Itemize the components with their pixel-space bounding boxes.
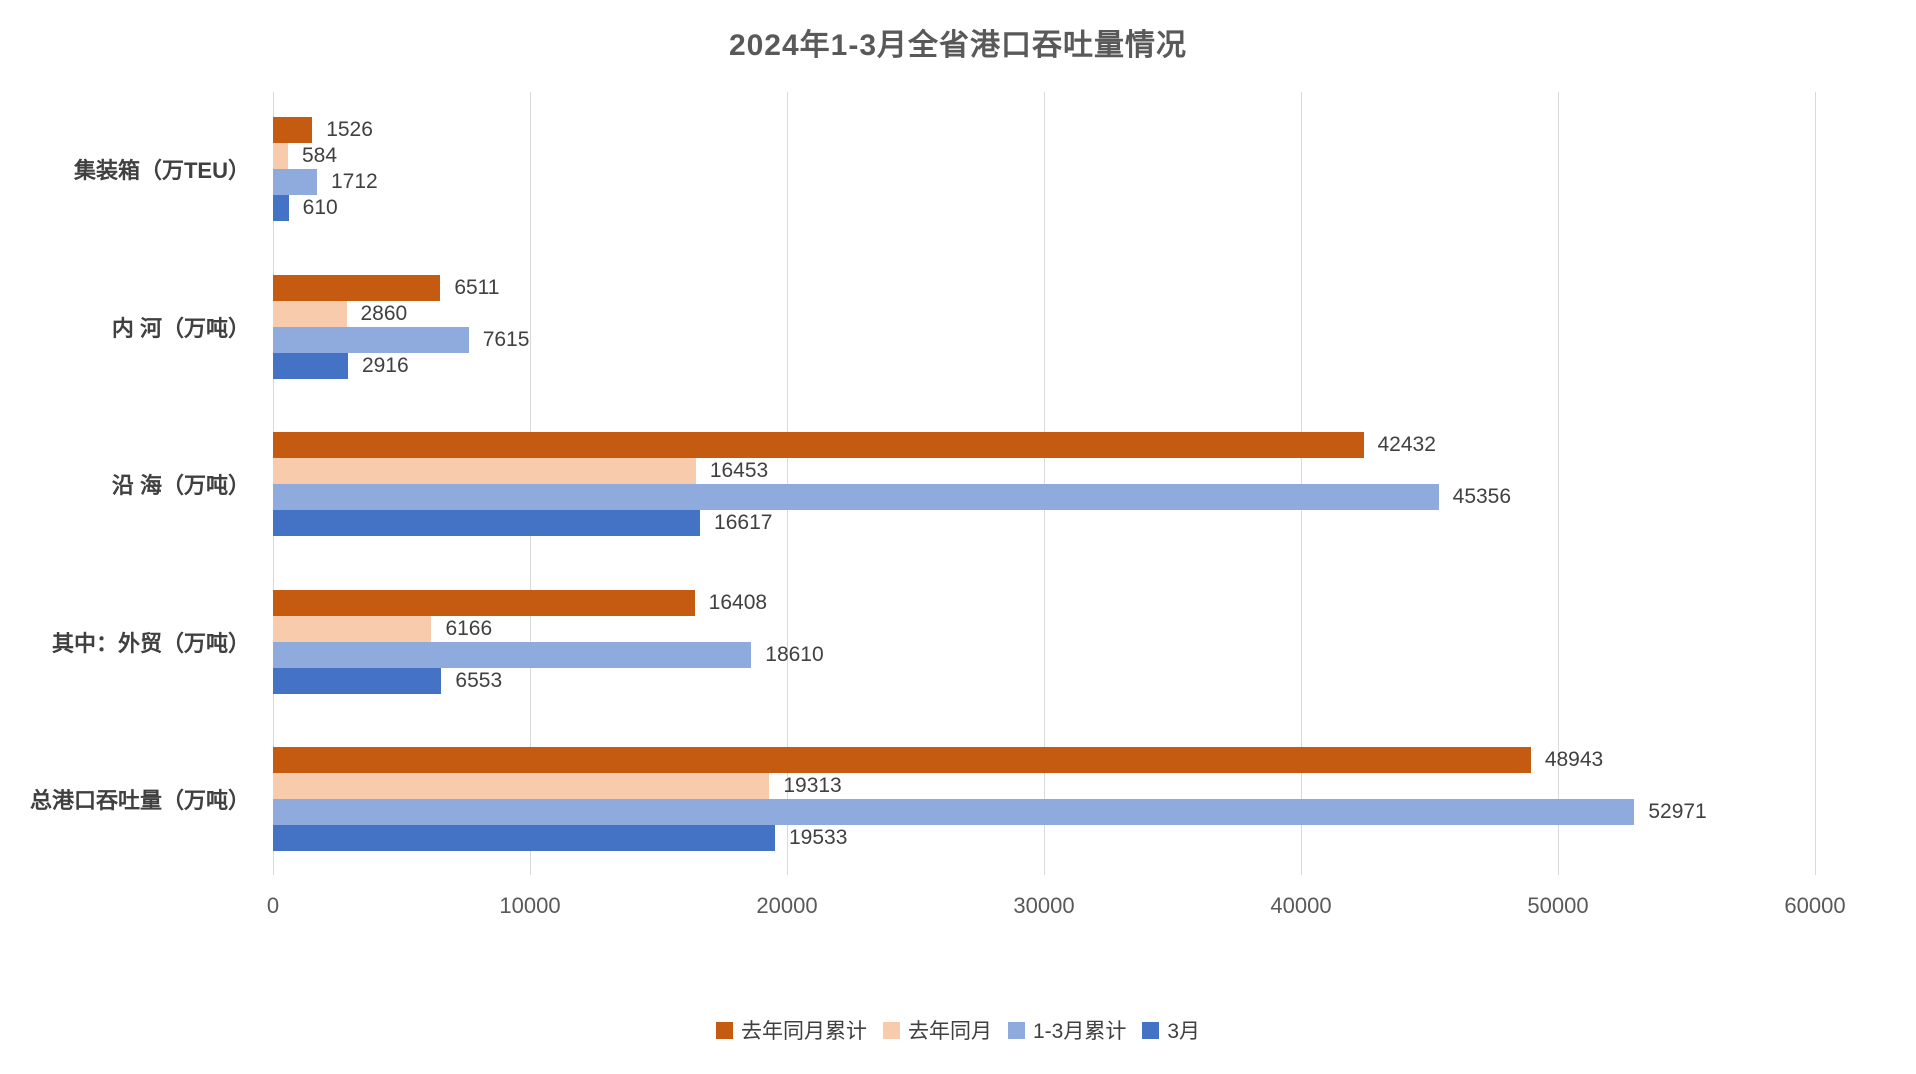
bar-row: 6511 (273, 274, 1815, 301)
bar (273, 326, 469, 353)
x-axis-tick-label: 50000 (1527, 893, 1589, 918)
plot-area: 集装箱（万TEU） 1526 584 1712 610 内 河（万吨） 6511 2860 76… (30, 92, 1816, 875)
bar-value-label: 48943 (1544, 748, 1604, 771)
x-axis: 0 10000 20000 30000 40000 50000 60000 (267, 893, 1846, 923)
bar (273, 667, 442, 694)
x-axis-tick-label: 0 (266, 893, 280, 918)
gridline (1815, 92, 1816, 875)
category-label: 集装箱（万TEU） (73, 158, 250, 183)
bar-value-label: 45356 (1452, 485, 1512, 508)
bar-row: 48943 (273, 747, 1815, 773)
bar (273, 484, 1439, 510)
legend-item: 3月 (1142, 1015, 1200, 1045)
category-label: 沿 海（万吨） (111, 473, 250, 498)
bar (273, 799, 1635, 825)
bar-value-label: 18610 (765, 642, 824, 666)
gridline (1558, 92, 1559, 875)
category-group: 其中：外贸（万吨） 16408 6166 18610 6553 (52, 589, 1815, 694)
bar-row: 1712 (273, 169, 1815, 195)
bar-row: 7615 (273, 326, 1815, 353)
category-group: 内 河（万吨） 6511 2860 7615 2916 (112, 274, 1815, 379)
bar-row: 1526 (273, 117, 1815, 143)
legend-item: 去年同月累计 (715, 1015, 867, 1045)
bar (273, 352, 348, 379)
bar-value-label: 42432 (1377, 433, 1436, 456)
bar (273, 825, 775, 851)
bar-row: 2860 (273, 300, 1815, 327)
category-group: 沿 海（万吨） 42432 16453 45356 16617 (112, 432, 1815, 536)
x-axis-tick-label: 20000 (756, 893, 818, 918)
legend-swatch-icon (1007, 1021, 1025, 1039)
bar-value-label: 610 (302, 196, 338, 219)
bar-value-label: 52971 (1648, 800, 1707, 823)
bar-value-label: 19313 (783, 774, 842, 797)
legend-swatch-icon (882, 1021, 900, 1039)
bar (273, 615, 432, 642)
bar-row: 16453 (273, 458, 1815, 484)
bar (273, 589, 695, 616)
legend-item: 1-3月累计 (1007, 1015, 1127, 1045)
legend-label: 去年同月 (907, 1020, 992, 1043)
legend-swatch-icon (715, 1021, 733, 1039)
bar-row: 45356 (273, 484, 1815, 510)
bar-value-label: 6553 (455, 668, 503, 692)
bar-row: 2916 (273, 352, 1815, 379)
bar-value-label: 2860 (360, 301, 408, 325)
gridline (786, 92, 788, 875)
gridline (1044, 92, 1045, 875)
bar (273, 510, 701, 536)
bar (273, 195, 289, 221)
bar-row: 42432 (273, 432, 1815, 458)
bar-row: 19313 (273, 773, 1815, 799)
bar-value-label: 6166 (445, 616, 493, 640)
x-axis-tick-label: 30000 (1013, 893, 1075, 918)
bar-value-label: 2916 (361, 353, 409, 377)
gridline (1300, 92, 1302, 875)
bar-row: 52971 (273, 799, 1815, 825)
bar-row: 6166 (273, 615, 1815, 642)
bar-value-label: 584 (302, 144, 338, 167)
legend-label: 去年同月累计 (740, 1020, 867, 1043)
bar-row: 19533 (273, 825, 1815, 851)
bar-value-label: 19533 (788, 826, 848, 849)
bar-value-label: 1712 (330, 170, 378, 193)
x-axis-tick-label: 60000 (1784, 893, 1846, 918)
legend-item: 去年同月 (882, 1015, 992, 1045)
category-group: 集装箱（万TEU） 1526 584 1712 610 (74, 117, 1815, 221)
bar-row: 610 (273, 195, 1815, 221)
bar (273, 773, 770, 799)
category-label: 其中：外贸（万吨） (51, 630, 250, 656)
legend-label: 3月 (1167, 1020, 1201, 1043)
bar-value-label: 6511 (454, 275, 500, 299)
bar (273, 274, 441, 301)
bar-value-label: 7615 (482, 327, 530, 351)
chart-title: 2024年1-3月全省港口吞吐量情况 (728, 29, 1188, 62)
bar (273, 432, 1364, 458)
bar-row: 6553 (273, 667, 1815, 694)
category-label: 总港口吞吐量（万吨） (29, 788, 250, 813)
x-axis-tick-label: 40000 (1270, 893, 1332, 918)
legend-swatch-icon (1142, 1021, 1160, 1039)
bar-value-label: 1526 (326, 118, 373, 141)
bar-row: 584 (273, 143, 1815, 169)
category-group: 总港口吞吐量（万吨） 48943 19313 52971 19533 (30, 747, 1815, 851)
x-axis-tick-label: 10000 (499, 893, 561, 918)
legend: 去年同月累计 去年同月 1-3月累计 3月 (0, 1015, 1916, 1045)
bar-row: 16408 (273, 589, 1815, 616)
category-label: 内 河（万吨） (111, 315, 250, 341)
bar-value-label: 16617 (714, 511, 773, 534)
bar (273, 458, 696, 484)
bar-row: 16617 (273, 510, 1815, 536)
bar (273, 747, 1531, 773)
bar-row: 18610 (273, 641, 1815, 668)
bar-value-label: 16453 (709, 459, 769, 482)
legend-label: 1-3月累计 (1032, 1020, 1127, 1043)
bar (273, 300, 347, 327)
bar (273, 117, 313, 143)
bar-value-label: 16408 (708, 590, 768, 614)
bar (273, 169, 317, 195)
bar (273, 143, 288, 169)
bar (273, 641, 752, 668)
